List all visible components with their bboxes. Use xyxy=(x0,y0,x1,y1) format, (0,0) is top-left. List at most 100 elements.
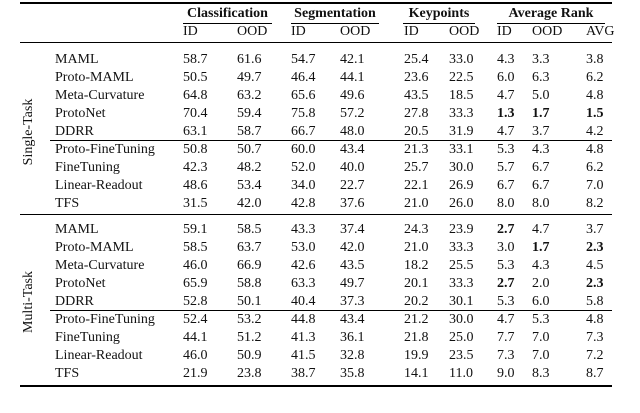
method-name: Linear-Readout xyxy=(55,178,143,193)
cell: 11.0 xyxy=(449,366,473,381)
cell: 48.6 xyxy=(183,178,208,193)
cell: 8.0 xyxy=(532,196,550,211)
cell: 4.7 xyxy=(497,312,515,327)
cell: 63.7 xyxy=(237,240,262,255)
group-header: Average Rank xyxy=(508,6,594,21)
cell: 33.3 xyxy=(449,276,474,291)
cell: 4.2 xyxy=(586,124,604,139)
cell: 63.1 xyxy=(183,124,208,139)
cell: 40.4 xyxy=(291,294,316,309)
group-header: Classification xyxy=(187,6,268,21)
column-header: ID xyxy=(183,24,198,39)
method-name: MAML xyxy=(55,52,99,67)
cell: 24.3 xyxy=(404,222,429,237)
cell: 58.8 xyxy=(237,276,262,291)
cell: 6.0 xyxy=(532,294,550,309)
cell: 20.2 xyxy=(404,294,429,309)
cell: 8.3 xyxy=(532,366,550,381)
cell: 5.3 xyxy=(497,294,515,309)
cell: 42.6 xyxy=(291,258,316,273)
cell: 4.3 xyxy=(532,142,550,157)
cell: 42.1 xyxy=(340,52,365,67)
cell: 22.1 xyxy=(404,178,429,193)
cell: 66.7 xyxy=(291,124,316,139)
cell: 4.3 xyxy=(532,258,550,273)
cell: 2.7 xyxy=(497,276,515,291)
cell: 18.2 xyxy=(404,258,429,273)
cell: 43.4 xyxy=(340,142,365,157)
cell: 30.0 xyxy=(449,312,474,327)
cell: 21.3 xyxy=(404,142,429,157)
method-name: Proto-FineTuning xyxy=(55,142,155,157)
cell: 43.4 xyxy=(340,312,365,327)
method-name: ProtoNet xyxy=(55,276,106,291)
cell: 42.0 xyxy=(340,240,365,255)
cell: 1.5 xyxy=(586,106,604,121)
cell: 44.1 xyxy=(183,330,208,345)
cell: 4.5 xyxy=(586,258,604,273)
cell: 38.7 xyxy=(291,366,316,381)
cell: 33.3 xyxy=(449,106,474,121)
cell: 30.1 xyxy=(449,294,474,309)
cell: 32.8 xyxy=(340,348,365,363)
cell: 66.9 xyxy=(237,258,262,273)
cell: 58.7 xyxy=(237,124,262,139)
cell: 50.8 xyxy=(183,142,208,157)
cell: 34.0 xyxy=(291,178,316,193)
cell: 7.3 xyxy=(586,330,604,345)
cell: 18.5 xyxy=(449,88,474,103)
cell: 4.3 xyxy=(497,52,515,67)
cell: 52.4 xyxy=(183,312,208,327)
cell: 26.9 xyxy=(449,178,474,193)
cell: 3.3 xyxy=(532,52,550,67)
cell: 4.7 xyxy=(532,222,550,237)
cell: 8.7 xyxy=(586,366,604,381)
cell: 1.7 xyxy=(532,106,550,121)
cell: 21.2 xyxy=(404,312,429,327)
cell: 70.4 xyxy=(183,106,208,121)
cell: 46.0 xyxy=(183,348,208,363)
cell: 49.6 xyxy=(340,88,365,103)
cell: 30.0 xyxy=(449,160,474,175)
method-name: Proto-MAML xyxy=(55,70,134,85)
cell: 3.8 xyxy=(586,52,604,67)
cell: 7.0 xyxy=(532,348,550,363)
cell: 46.0 xyxy=(183,258,208,273)
rule xyxy=(403,23,475,24)
cell: 43.5 xyxy=(340,258,365,273)
cell: 2.0 xyxy=(532,276,550,291)
cell: 41.3 xyxy=(291,330,316,345)
cell: 51.2 xyxy=(237,330,262,345)
rule xyxy=(497,23,605,24)
cell: 6.0 xyxy=(497,70,515,85)
cell: 44.8 xyxy=(291,312,316,327)
group-header: Keypoints xyxy=(408,6,470,21)
cell: 5.3 xyxy=(497,258,515,273)
rule xyxy=(20,2,612,4)
rule xyxy=(50,140,612,141)
cell: 20.5 xyxy=(404,124,429,139)
cell: 33.1 xyxy=(449,142,474,157)
cell: 5.3 xyxy=(497,142,515,157)
cell: 14.1 xyxy=(404,366,429,381)
column-header: ID xyxy=(497,24,512,39)
cell: 2.3 xyxy=(586,276,604,291)
rule xyxy=(50,310,612,311)
cell: 48.2 xyxy=(237,160,262,175)
column-header: OOD xyxy=(449,24,480,39)
cell: 22.5 xyxy=(449,70,474,85)
cell: 53.2 xyxy=(237,312,262,327)
cell: 23.9 xyxy=(449,222,474,237)
cell: 35.8 xyxy=(340,366,365,381)
cell: 42.0 xyxy=(237,196,262,211)
cell: 59.4 xyxy=(237,106,262,121)
cell: 23.6 xyxy=(404,70,429,85)
cell: 37.4 xyxy=(340,222,365,237)
cell: 6.7 xyxy=(532,178,550,193)
cell: 25.4 xyxy=(404,52,429,67)
cell: 4.8 xyxy=(586,142,604,157)
cell: 5.8 xyxy=(586,294,604,309)
cell: 36.1 xyxy=(340,330,365,345)
cell: 42.8 xyxy=(291,196,316,211)
cell: 6.7 xyxy=(532,160,550,175)
